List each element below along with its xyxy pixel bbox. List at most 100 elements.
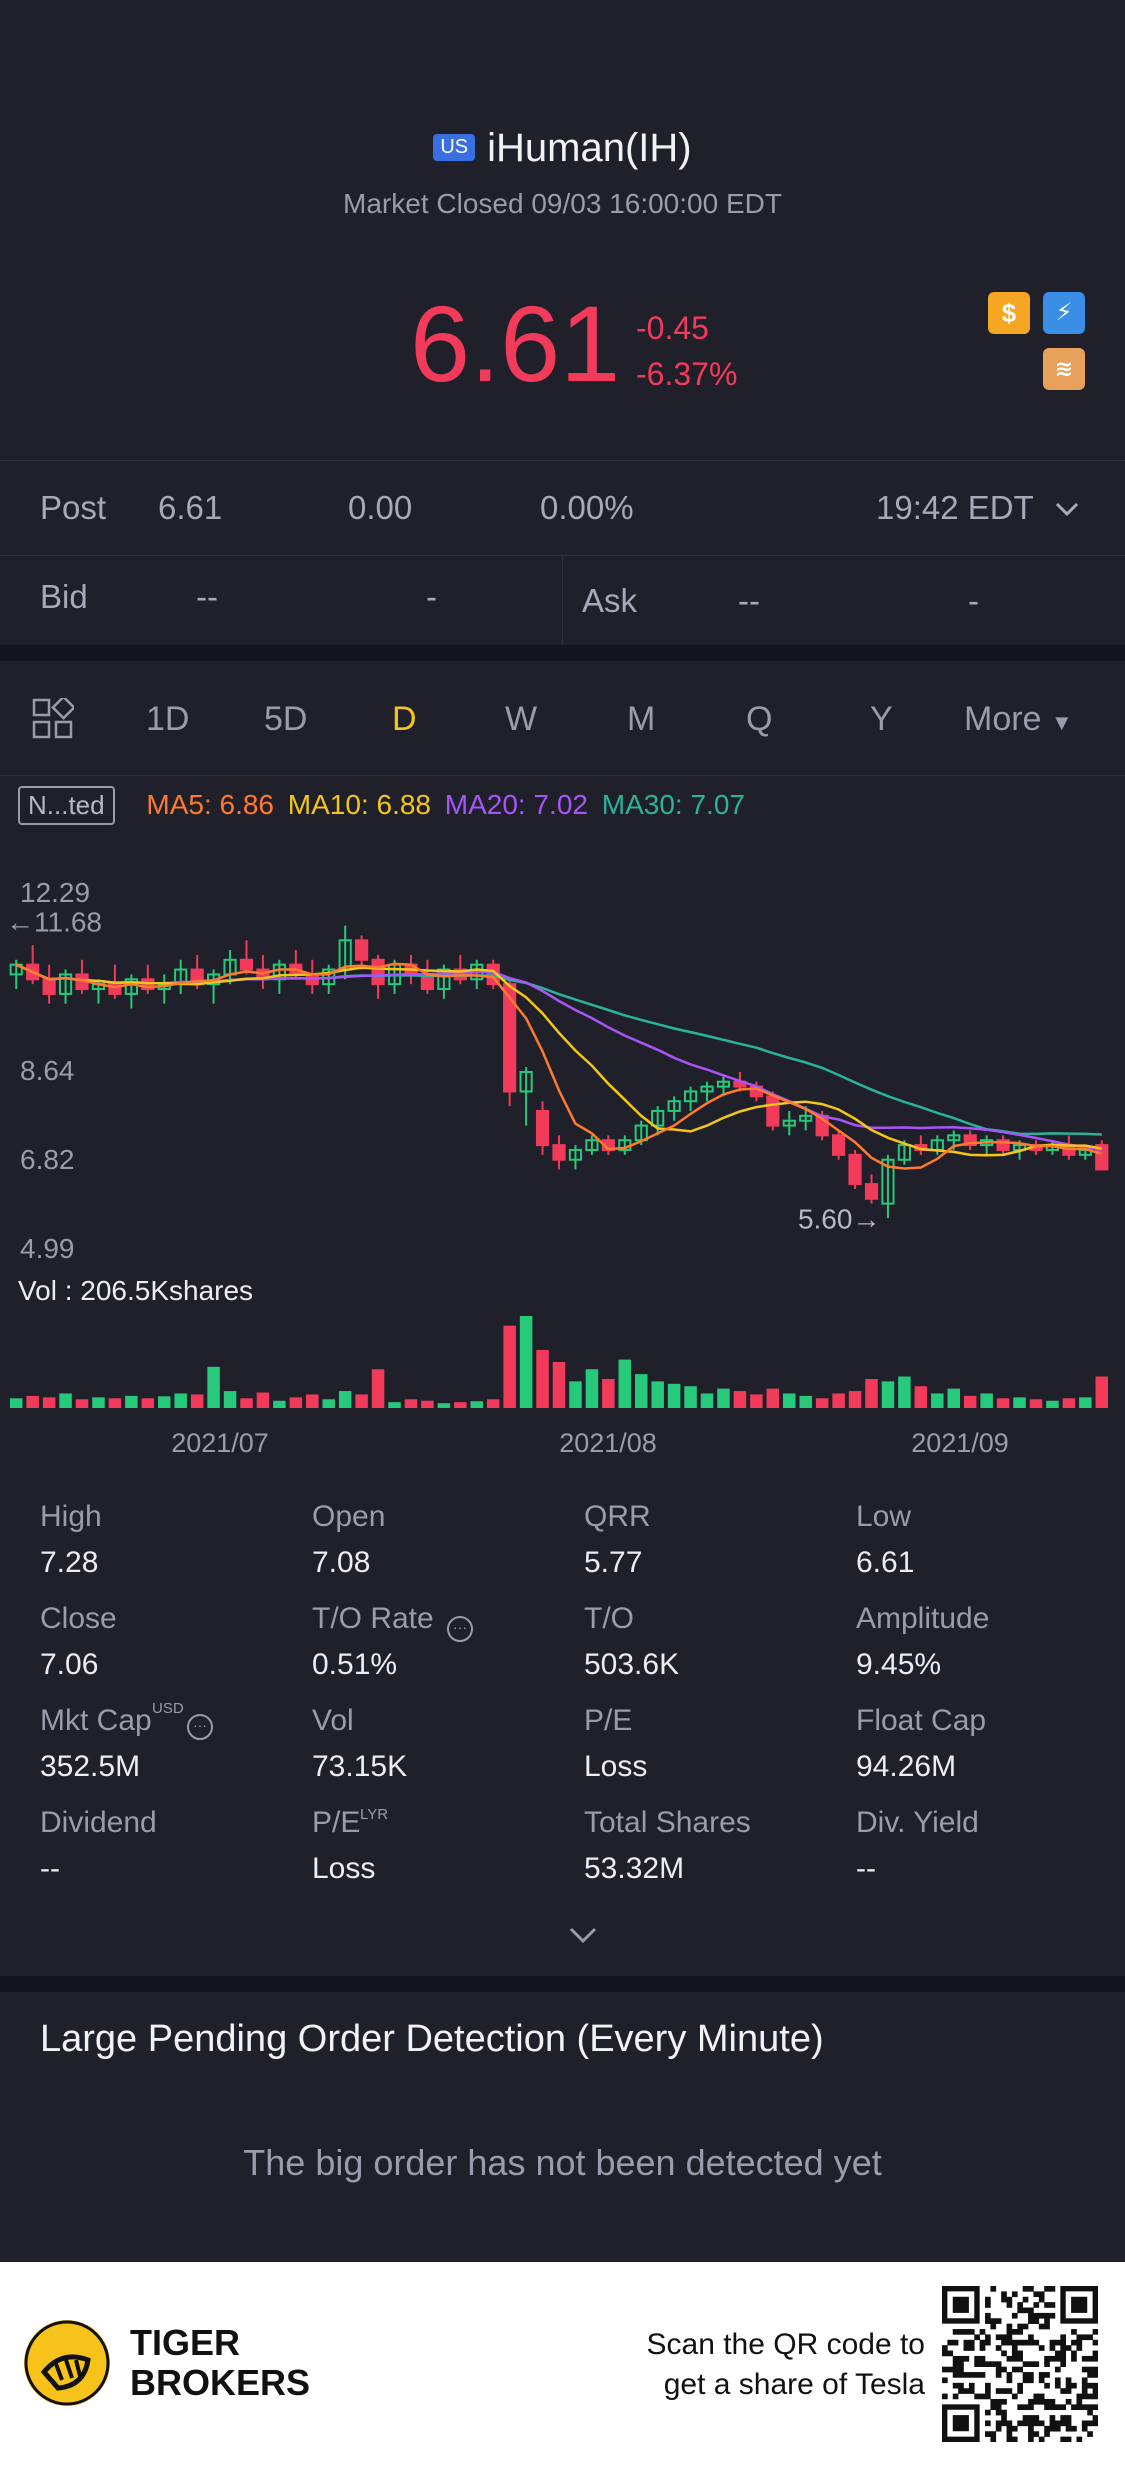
lightning-level1-icon[interactable]: ⚡ <box>1043 292 1085 334</box>
candle-up <box>881 1158 895 1205</box>
candle-down <box>42 978 56 995</box>
candle-up <box>897 1144 911 1161</box>
stat-value: 7.28 <box>40 1546 99 1579</box>
tab-quarter[interactable]: Q <box>746 700 773 738</box>
stat-label: Mkt Cap <box>40 1704 152 1737</box>
tab-day[interactable]: D <box>392 700 417 738</box>
section-divider <box>0 645 1125 661</box>
candle-down <box>371 958 385 986</box>
volume-bar <box>667 1383 681 1408</box>
tabs-divider <box>0 775 1125 776</box>
stat-value: 73.15K <box>312 1750 408 1783</box>
post-price: 6.61 <box>158 489 223 526</box>
tab-more[interactable]: More ▼ <box>964 700 1073 739</box>
chevron-down-icon[interactable] <box>1054 501 1080 519</box>
tab-year[interactable]: Y <box>870 700 893 738</box>
volume-bar <box>651 1381 664 1408</box>
volume-bar <box>980 1393 993 1408</box>
volume-bar <box>898 1376 911 1408</box>
stat-label: Low <box>856 1500 912 1533</box>
candle-down <box>108 983 122 995</box>
volume-bar <box>931 1393 944 1408</box>
candle-up <box>947 1134 961 1142</box>
stat-label: P/E <box>584 1704 633 1737</box>
ma10-value: MA10: 6.88 <box>287 789 431 820</box>
quote-header: US iHuman(IH) Market Closed 09/03 16:00:0… <box>0 0 1125 460</box>
candle-up <box>58 973 73 995</box>
volume-bar <box>26 1395 39 1408</box>
volume-bar <box>947 1388 960 1408</box>
volume-bar <box>602 1378 615 1408</box>
info-dots-icon[interactable]: ··· <box>447 1616 473 1642</box>
tab-week[interactable]: W <box>505 700 538 738</box>
stat-label: Total Shares <box>584 1806 751 1839</box>
volume-bar <box>1046 1400 1059 1408</box>
ma-legend: N...ted MA5: 6.86 MA10: 6.88 MA20: 7.02 … <box>18 786 745 825</box>
dollar-icon[interactable]: $ <box>988 292 1030 334</box>
volume-bar <box>848 1391 862 1408</box>
candle-down <box>535 1109 550 1147</box>
stat-value: -- <box>40 1852 60 1885</box>
scan-line1: Scan the QR code to <box>646 2328 926 2361</box>
lyr-sup: LYR <box>360 1806 389 1823</box>
post-market-row[interactable]: Post 6.61 0.00 0.00% 19:42 EDT <box>0 460 1125 555</box>
ma20-line <box>15 963 1102 1151</box>
tiger-logo-icon <box>24 2320 110 2406</box>
expand-chevron-icon[interactable] <box>568 1926 598 1946</box>
y-tick-label: ←11.68 <box>6 907 102 938</box>
tab-1d[interactable]: 1D <box>146 700 190 738</box>
candlestick-chart[interactable]: 12.29←11.68 8.64 6.82 4.99 5.60→ Vol : 206.5K… <box>0 860 1125 1460</box>
volume-bar <box>585 1369 599 1408</box>
qr-code <box>942 2286 1098 2442</box>
post-time: 19:42 EDT <box>876 489 1034 526</box>
candle-down <box>864 1183 879 1200</box>
ma5-value: MA5: 6.86 <box>146 789 275 820</box>
volume-bar <box>256 1392 270 1408</box>
candle-down <box>552 1144 566 1161</box>
period-tabs: 1D 5D D W M Q Y More ▼ <box>0 660 1125 780</box>
candle-down <box>1095 1144 1109 1171</box>
candle-down <box>832 1134 846 1156</box>
stat-label: Float Cap <box>856 1704 987 1737</box>
stat-value: 53.32M <box>584 1852 685 1885</box>
scan-line2: get a share of Tesla <box>663 2368 925 2401</box>
volume-bar <box>174 1393 187 1408</box>
volume-bar <box>733 1391 747 1408</box>
market-status: Market Closed 09/03 16:00:00 EDT <box>343 188 782 219</box>
ask-price: -- <box>738 582 760 619</box>
min-price-label: 5.60→ <box>798 1203 881 1234</box>
layers-a-icon[interactable]: ≋ <box>1043 348 1085 390</box>
volume-bar <box>717 1388 730 1408</box>
post-change: 0.00 <box>348 489 413 526</box>
ma30-value: MA30: 7.07 <box>601 789 745 820</box>
volume-bar <box>783 1393 796 1408</box>
x-tick-label: 2021/09 <box>911 1428 1009 1458</box>
candle-down <box>963 1134 977 1147</box>
info-dots-icon[interactable]: ··· <box>187 1714 213 1740</box>
section-divider <box>0 1976 1125 1992</box>
volume-bar <box>75 1399 89 1408</box>
volume-bar <box>1029 1399 1043 1408</box>
volume-bar <box>421 1400 434 1408</box>
volume-bar <box>141 1398 155 1408</box>
candle-up <box>568 1148 583 1161</box>
volume-bar <box>388 1402 401 1408</box>
candle-down <box>766 1095 780 1127</box>
volume-bar <box>223 1391 237 1408</box>
volume-bar <box>536 1349 549 1408</box>
ask-size: - <box>968 582 979 619</box>
stat-value: 9.45% <box>856 1648 942 1681</box>
volume-bar <box>519 1316 533 1408</box>
brand-line1: TIGER <box>130 2322 241 2363</box>
volume-bar <box>371 1369 385 1408</box>
volume-bar <box>470 1401 484 1408</box>
adjust-toggle[interactable]: N...ted <box>18 786 115 825</box>
volume-bar <box>9 1398 23 1408</box>
volume-bar <box>552 1362 566 1408</box>
grid-layout-icon[interactable] <box>32 698 74 740</box>
tab-month[interactable]: M <box>627 700 656 738</box>
stat-label: QRR <box>584 1500 651 1533</box>
tab-5d[interactable]: 5D <box>264 700 308 738</box>
last-price: 6.61 <box>410 283 621 404</box>
ma10-line <box>15 963 1103 1157</box>
